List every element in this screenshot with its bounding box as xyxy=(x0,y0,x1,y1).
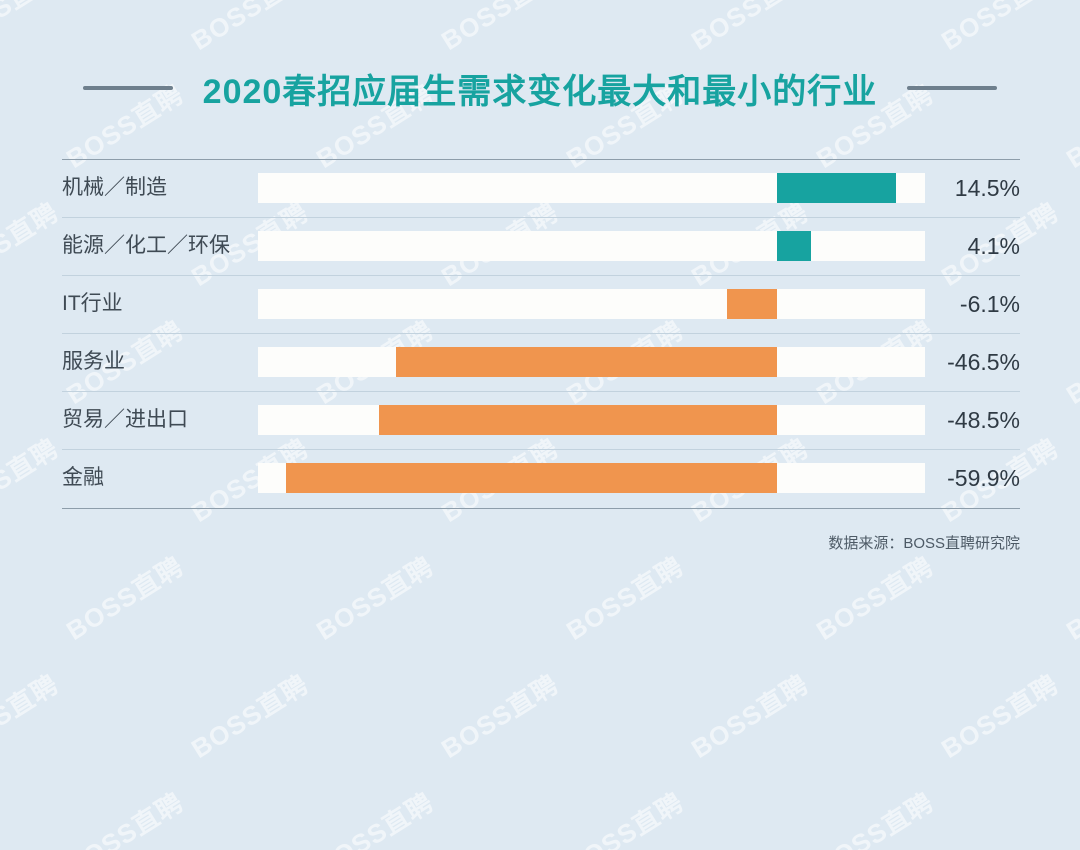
title-block: 2020春招应届生需求变化最大和最小的行业 xyxy=(0,58,1080,118)
bar-track xyxy=(258,231,925,261)
category-label: 能源／化工／环保 xyxy=(62,234,230,257)
bar-value-label: -59.9% xyxy=(947,465,1020,491)
bar-track xyxy=(258,347,925,377)
bar-value-label: -46.5% xyxy=(947,349,1020,375)
bar-track xyxy=(258,173,925,203)
watermark-text: BOSS直聘 xyxy=(663,805,938,850)
category-label: 服务业 xyxy=(62,350,125,373)
infographic-canvas: 2020春招应届生需求变化最大和最小的行业 机械／制造 14.5% 能源／化工／环保… xyxy=(0,58,1080,552)
bar-row: 贸易／进出口 -48.5% xyxy=(62,391,1020,449)
page-title: 2020春招应届生需求变化最大和最小的行业 xyxy=(202,72,878,111)
bar-row: 服务业 -46.5% xyxy=(62,333,1020,391)
bar-fill xyxy=(777,231,811,261)
watermark-text: BOSS直聘 xyxy=(1061,786,1080,850)
bar-track xyxy=(258,463,925,493)
bar-fill xyxy=(379,405,778,435)
category-label: 贸易／进出口 xyxy=(62,408,188,431)
watermark-text: BOSS直聘 xyxy=(413,805,688,850)
row-divider xyxy=(62,217,1020,218)
bar-row: 能源／化工／环保 4.1% xyxy=(62,217,1020,275)
watermark-text: BOSS直聘 xyxy=(0,805,187,850)
bar-row: 金融 -59.9% xyxy=(62,449,1020,507)
bar-row: 机械／制造 14.5% xyxy=(62,159,1020,217)
bar-track xyxy=(258,289,925,319)
chart-bottom-rule xyxy=(62,508,1020,509)
watermark-text: BOSS直聘 xyxy=(811,786,939,850)
bar-track xyxy=(258,405,925,435)
row-divider xyxy=(62,391,1020,392)
watermark-text: BOSS直聘 xyxy=(311,786,439,850)
watermark-text: BOSS直聘 xyxy=(913,805,1080,850)
bar-fill xyxy=(777,173,897,203)
watermark-text: BOSS直聘 xyxy=(0,687,62,850)
category-label: IT行业 xyxy=(62,292,123,315)
bar-value-label: -48.5% xyxy=(947,407,1020,433)
watermark-text: BOSS直聘 xyxy=(61,786,189,850)
bar-value-label: -6.1% xyxy=(959,291,1020,317)
row-divider xyxy=(62,275,1020,276)
watermark-row: BOSS直聘BOSS直聘BOSS直聘BOSS直聘BOSS直聘BOSS直聘BOSS… xyxy=(0,626,1080,764)
bar-value-label: 14.5% xyxy=(954,175,1020,201)
watermark-row: BOSS直聘BOSS直聘BOSS直聘BOSS直聘BOSS直聘BOSS直聘BOSS… xyxy=(0,744,1080,850)
source-note: 数据来源：BOSS直聘研究院 xyxy=(828,535,1020,552)
title-decoration-line-right xyxy=(907,86,998,90)
watermark-text: BOSS直聘 xyxy=(163,805,438,850)
bar-fill xyxy=(285,463,778,493)
row-divider xyxy=(62,333,1020,334)
category-label: 机械／制造 xyxy=(62,176,167,199)
row-divider xyxy=(62,449,1020,450)
chart-top-rule xyxy=(62,159,1020,160)
bar-value-label: 4.1% xyxy=(967,233,1020,259)
category-label: 金融 xyxy=(62,466,104,489)
bar-fill xyxy=(395,347,778,377)
title-decoration-line-left xyxy=(82,86,173,90)
bar-row: IT行业 -6.1% xyxy=(62,275,1020,333)
bar-fill xyxy=(727,289,778,319)
bar-chart: 机械／制造 14.5% 能源／化工／环保 4.1% IT行业 -6.1% 服务业 -46.5%… xyxy=(62,159,1020,509)
watermark-text: BOSS直聘 xyxy=(561,786,689,850)
